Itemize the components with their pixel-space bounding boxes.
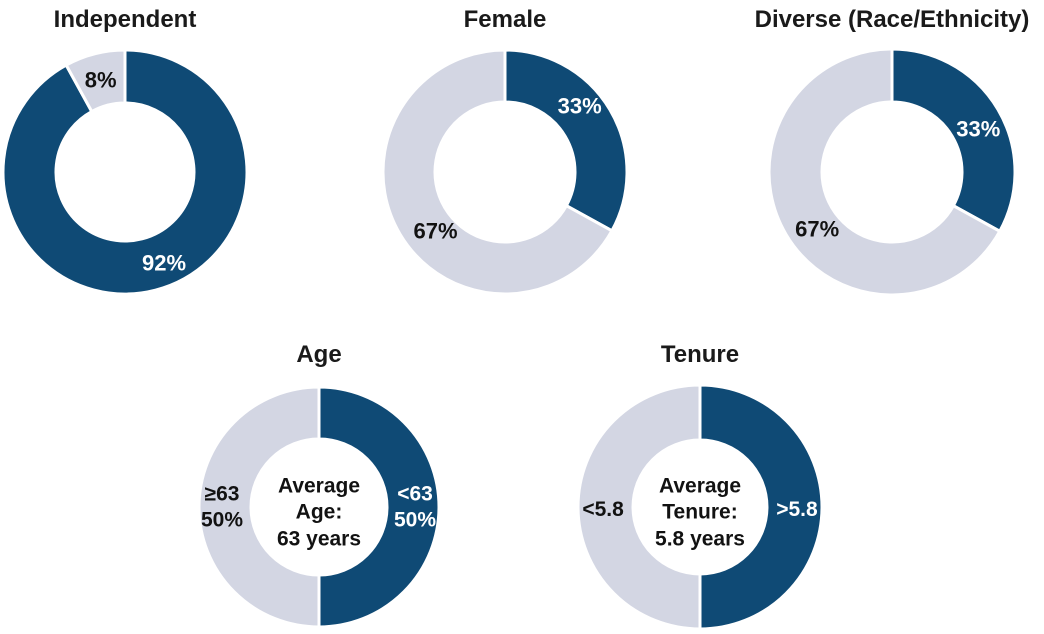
donut-independent: 92% 8%: [0, 44, 253, 300]
donut-svg: [576, 383, 824, 631]
donut-slice: [317, 385, 441, 629]
chart-title-age: Age: [296, 341, 342, 368]
chart-independent: Independent 92% 8%: [0, 6, 253, 302]
slice-label: >5.8: [776, 498, 818, 522]
slice-label: 8%: [84, 67, 117, 93]
slice-label: ≥63 50%: [200, 482, 244, 531]
chart-title-female: Female: [463, 6, 547, 33]
donut-slice: [64, 48, 127, 114]
donut-svg: [197, 385, 441, 629]
slice-label: <63 50%: [393, 482, 437, 531]
donut-svg: [1, 48, 249, 296]
donut-center-text: Average Age: 63 years: [276, 474, 362, 551]
donut-svg: [767, 47, 1017, 297]
donut-tenure: >5.8 <5.8 Average Tenure: 5.8 years: [572, 379, 828, 634]
donut-slice: [576, 383, 702, 631]
donut-slice: [197, 385, 321, 629]
chart-title-diverse: Diverse (Race/Ethnicity): [754, 6, 1030, 33]
donut-slice: [767, 47, 1002, 297]
chart-female: Female 33% 67%: [377, 6, 633, 302]
slice-label: <5.8: [582, 498, 624, 522]
slice-label: 33%: [956, 116, 1001, 142]
chart-diverse: Diverse (Race/Ethnicity) 33% 67%: [755, 6, 1029, 302]
slice-label: 92%: [142, 250, 187, 276]
chart-title-independent: Independent: [53, 6, 197, 33]
donut-slice: [698, 383, 824, 631]
chart-title-tenure: Tenure: [660, 341, 740, 368]
donut-diverse: 33% 67%: [764, 44, 1020, 300]
donut-svg: [381, 48, 629, 296]
chart-tenure: Tenure >5.8 <5.8 Average Tenure: 5.8 years: [572, 341, 828, 634]
chart-age: Age <63 50% ≥63 50% Average Age: 63 years: [191, 341, 447, 634]
donut-female: 33% 67%: [377, 44, 633, 300]
donut-slice: [1, 48, 249, 296]
donut-age: <63 50% ≥63 50% Average Age: 63 years: [191, 379, 447, 634]
slice-label: 67%: [795, 217, 840, 243]
donut-center-text: Average Tenure: 5.8 years: [655, 474, 745, 551]
donut-slice: [503, 48, 629, 233]
donut-slice: [890, 47, 1017, 234]
slice-label: 67%: [413, 218, 458, 244]
slice-label: 33%: [557, 93, 602, 119]
donut-slice: [381, 48, 614, 296]
